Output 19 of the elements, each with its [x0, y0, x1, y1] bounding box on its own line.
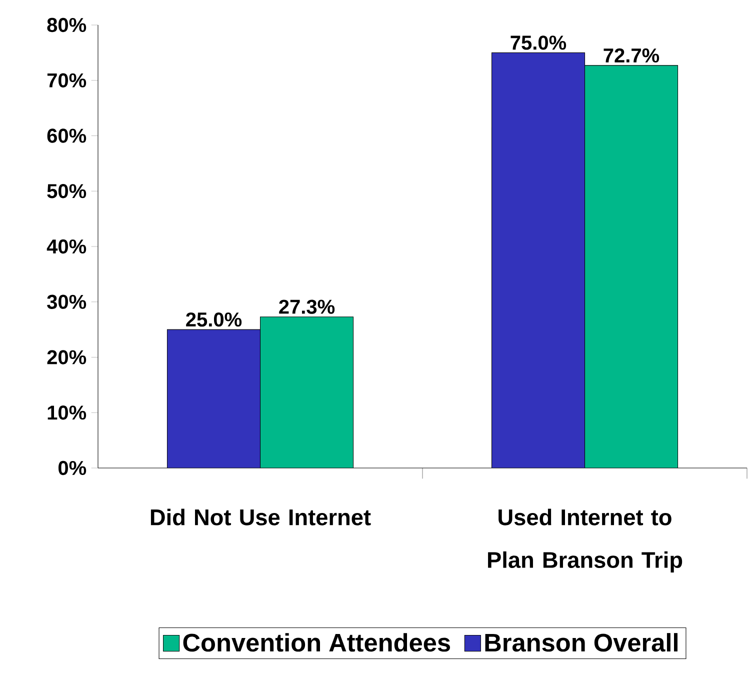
legend-label: Branson Overall: [485, 633, 678, 652]
y-tick-label: 70%: [47, 73, 86, 88]
x-tick-label: Used Internet to Plan Branson Trip: [488, 508, 682, 573]
data-label: 25.0%: [186, 312, 242, 327]
data-label: 75.0%: [510, 36, 566, 50]
bar: [167, 330, 260, 468]
y-tick-label: 20%: [47, 350, 86, 364]
y-tick-label: 0%: [58, 460, 86, 476]
y-tick-label: 40%: [46, 239, 86, 254]
y-tick-label: 10%: [48, 406, 86, 420]
x-tick-label: Did Not Use Internet: [150, 508, 371, 526]
y-tick-label: 50%: [47, 184, 86, 198]
y-tick-label: 80%: [47, 18, 86, 32]
legend-label: Convention Attendees: [183, 633, 450, 652]
data-label: 27.3%: [279, 300, 335, 314]
data-label: 72.7%: [604, 48, 660, 62]
y-tick-label: 30%: [47, 294, 86, 309]
y-tick-label: 60%: [47, 128, 86, 143]
bar: [491, 52, 586, 468]
